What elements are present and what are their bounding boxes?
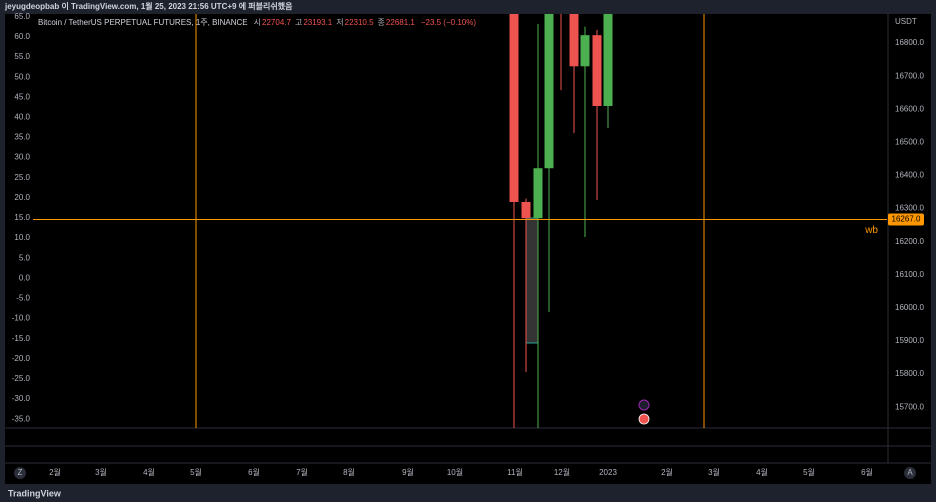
candle-body — [580, 35, 590, 67]
axis-button-label: A — [907, 468, 913, 477]
y-tick-label: 40.0 — [14, 113, 30, 122]
plot-area — [509, 14, 613, 428]
x-tick-label: 10월 — [447, 467, 463, 477]
x-tick-label: 3월 — [708, 467, 720, 477]
x-tick-label: 7월 — [296, 467, 308, 477]
x-tick-label: 12월 — [554, 467, 570, 477]
axis-button-label: Z — [18, 468, 23, 477]
ohlc-value: 22310.5 — [345, 18, 374, 27]
y-tick-label: 35.0 — [14, 133, 30, 142]
rectangle-drawing — [525, 217, 539, 344]
symbol-name: Bitcoin / TetherUS PERPETUAL FUTURES, 1주… — [38, 18, 248, 27]
ohlc-label: 종 — [378, 18, 385, 27]
x-tick-label: 2월 — [661, 467, 673, 477]
y-tick-label: -30.0 — [12, 394, 31, 403]
y2-tick-label: 16400.0 — [895, 171, 924, 180]
y2-tick-label: 16300.0 — [895, 204, 924, 213]
price-tag-label: 16267.0 — [892, 215, 921, 224]
y2-tick-label: 16800.0 — [895, 38, 924, 47]
x-tick-label: 5월 — [190, 467, 202, 477]
x-tick-label: 5월 — [803, 467, 815, 477]
y2-tick-label: 16600.0 — [895, 104, 924, 113]
ohlc-label: 고 — [295, 18, 302, 27]
y2-tick-label: 15700.0 — [895, 402, 924, 411]
event-icon[interactable] — [638, 399, 650, 411]
y-tick-label: -15.0 — [12, 334, 31, 343]
y-tick-label: 10.0 — [14, 233, 30, 242]
x-tick-label: 4월 — [756, 467, 768, 477]
y-tick-label: 15.0 — [14, 213, 30, 222]
y-tick-label: 25.0 — [14, 173, 30, 182]
x-tick-label: 2023 — [599, 468, 617, 477]
candle-body — [509, 14, 519, 202]
y-tick-label: 50.0 — [14, 72, 30, 81]
chart-panel — [5, 14, 931, 484]
ohlc-value: 22681.1 — [386, 18, 415, 27]
price-tag — [888, 213, 924, 226]
candle-body — [569, 14, 579, 67]
y-tick-label: 65.0 — [14, 12, 30, 21]
ohlc-label: 저 — [336, 18, 343, 27]
x-tick-label: 9월 — [402, 467, 414, 477]
axis-button[interactable] — [904, 467, 916, 479]
price-unit: USDT — [895, 17, 917, 26]
x-tick-label: 8월 — [343, 467, 355, 477]
y2-tick-label: 16700.0 — [895, 71, 924, 80]
x-tick-label: 4월 — [143, 467, 155, 477]
symbol-legend: Bitcoin / TetherUS PERPETUAL FUTURES, 1주… — [38, 18, 476, 27]
brand[interactable]: TradingView — [8, 488, 62, 498]
candle-body — [603, 14, 613, 106]
y-tick-label: 0.0 — [19, 273, 31, 282]
line-text: wb — [864, 225, 878, 236]
y-tick-label: -20.0 — [12, 354, 31, 363]
publish-note: jeyugdeopbab 이 TradingView.com, 1월 25, 2… — [4, 1, 293, 11]
y2-tick-label: 16100.0 — [895, 270, 924, 279]
x-tick-label: 2월 — [49, 467, 61, 477]
y-tick-label: 55.0 — [14, 52, 30, 61]
candle-body — [592, 35, 602, 106]
y2-tick-label: 15900.0 — [895, 336, 924, 345]
x-tick-label: 6월 — [248, 467, 260, 477]
event-icon[interactable] — [638, 413, 650, 425]
x-tick-label: 11월 — [507, 467, 523, 477]
y-tick-label: -35.0 — [12, 414, 31, 423]
axis-button[interactable] — [14, 467, 26, 479]
candle-body — [544, 14, 554, 169]
candle-body — [533, 168, 543, 219]
y2-tick-label: 16500.0 — [895, 138, 924, 147]
y-tick-label: 60.0 — [14, 32, 30, 41]
top-bar — [0, 0, 936, 14]
x-tick-label: 3월 — [95, 467, 107, 477]
ohlc-value: 23193.1 — [303, 18, 332, 27]
y2-tick-label: 16200.0 — [895, 237, 924, 246]
y-tick-label: 20.0 — [14, 193, 30, 202]
ohlc-value: 22704.7 — [262, 18, 291, 27]
y-tick-label: -10.0 — [12, 314, 31, 323]
y-tick-label: 30.0 — [14, 153, 30, 162]
y-tick-label: 45.0 — [14, 92, 30, 101]
ohlc-label: 시 — [254, 18, 261, 27]
y2-tick-label: 15800.0 — [895, 369, 924, 378]
y-tick-label: -5.0 — [16, 294, 30, 303]
candle-body — [521, 201, 531, 219]
change-value: −23.5 (−0.10%) — [421, 18, 476, 27]
y-tick-label: 5.0 — [19, 253, 31, 262]
x-tick-label: 6월 — [861, 467, 873, 477]
y2-tick-label: 16000.0 — [895, 303, 924, 312]
y-tick-label: -25.0 — [12, 374, 31, 383]
